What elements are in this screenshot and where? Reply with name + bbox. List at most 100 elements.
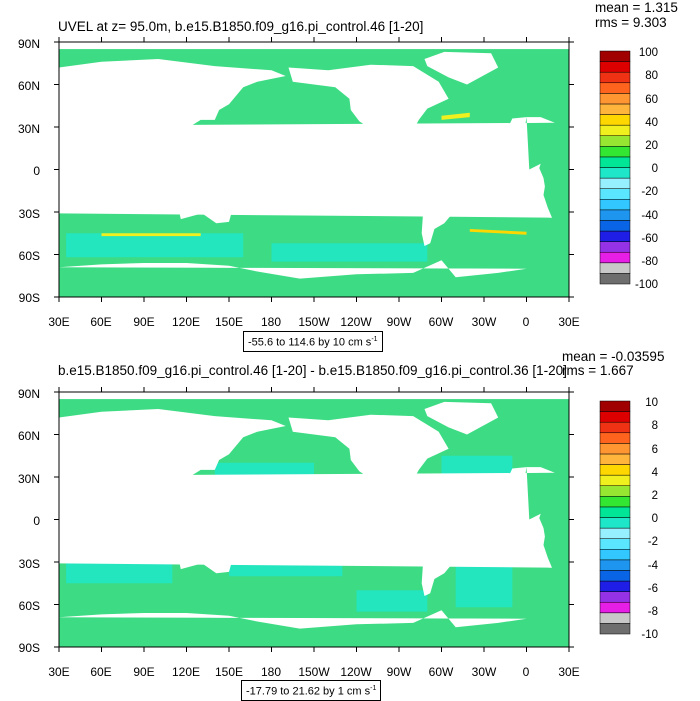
lon-label: 60E [90,315,112,329]
continent-australia [178,185,234,224]
lat-label: 60S [18,599,40,613]
panel-title: UVEL at z= 95.0m, b.e15.B1850.f09_g16.pi… [58,19,424,34]
colorbar-swatch [599,559,631,571]
current-region [356,590,428,612]
colorbar-swatch [599,50,631,62]
colorbar-label: -20 [641,186,658,198]
colorbar-label: 60 [645,94,658,106]
panel-title: b.e15.B1850.f09_g16.pi_control.46 [1-20]… [58,363,567,378]
panel-bottom: b.e15.B1850.f09_g16.pi_control.46 [1-20]… [0,350,700,701]
colorbar-label: -8 [647,606,658,618]
colorbar-label: -80 [641,256,658,268]
colorbar-swatch [599,464,631,476]
colorbar-swatch [599,167,631,179]
lon-label: 60W [428,315,454,329]
lon-label: 30W [471,665,497,679]
range-text: -17.79 to 21.62 by 1 cm s [246,685,371,698]
lat-label: 30S [18,557,40,571]
lat-label: 60S [18,249,40,263]
colorbar-label: 0 [651,513,658,525]
lon-label: 150W [298,315,330,329]
colorbar-swatch [599,177,631,189]
lon-label: 90E [133,315,155,329]
range-text: -55.6 to 114.6 by 10 cm s [248,336,372,349]
continent-madagascar [77,539,88,555]
colorbar-swatch [599,411,631,423]
lon-label: 90E [133,665,155,679]
panel-top: UVEL at z= 95.0m, b.e15.B1850.f09_g16.pi… [0,0,700,352]
colorbar-swatch [599,135,631,147]
current-streak [469,229,527,235]
lon-label: 60E [90,665,112,679]
contour-range-box: -17.79 to 21.62 by 1 cm s-1 [241,680,382,701]
lon-label: 180 [260,315,282,329]
colorbar-swatch [599,443,631,455]
range-unit-exponent: -1 [370,685,377,692]
colorbar-swatch [599,93,631,105]
contour-range-box: -55.6 to 114.6 by 10 cm s-1 [243,331,383,352]
colorbar-swatch [599,114,631,126]
lon-label: 60W [428,665,454,679]
colorbar-swatch [599,549,631,561]
lat-label: 60N [17,429,40,443]
colorbar-swatch [599,432,631,444]
colorbar-swatch [599,230,631,242]
colorbar-label: -100 [634,279,658,291]
colorbar-swatch [599,485,631,497]
lon-label: 30E [48,665,70,679]
lon-label: 30W [471,315,497,329]
lat-label: 30N [17,472,40,486]
colorbar-swatch [599,146,631,158]
lon-label: 120W [340,315,372,329]
lon-label: 180 [260,665,282,679]
lat-label: 0 [33,164,40,178]
rms-stat: rms = 9.303 [595,15,667,30]
lon-label: 150W [298,665,330,679]
colorbar-swatch [599,612,631,624]
colorbar-swatch [599,199,631,211]
continent-north-america [288,414,449,509]
lon-label: 90W [386,315,412,329]
continent-new-guinea [202,520,229,534]
colorbar-swatch [599,623,631,635]
colorbar-label: -40 [641,210,658,222]
current-region [66,233,244,258]
colorbar-label: 80 [645,70,658,82]
colorbar-swatch [599,251,631,264]
lat-label: 30S [18,207,40,221]
colorbar-swatch [599,273,631,285]
lat-label: 90N [17,387,40,401]
colorbar-label: -60 [641,233,658,245]
colorbar-swatch [599,527,631,539]
continent-greenland [424,51,499,85]
lon-label: 30E [48,315,70,329]
lat-label: 90N [17,37,40,51]
continent-madagascar [77,189,88,205]
continent-borneo-sumatra [151,159,186,181]
lon-label: 0 [522,315,530,329]
lat-label: 90S [18,641,40,655]
colorbar-label: -10 [641,629,658,641]
colorbar-swatch [599,241,631,253]
rms-stat: rms = 1.667 [562,363,634,378]
colorbar-label: -6 [647,583,658,595]
range-unit-exponent: -1 [371,336,378,343]
colorbar-label: -4 [647,560,658,572]
lon-label: 120E [171,665,201,679]
colorbar-label: 8 [651,420,658,432]
map-top [54,37,631,302]
colorbar-label: 40 [645,117,658,129]
continent-greenland [424,401,499,435]
lon-label: 90W [386,665,412,679]
colorbar-label: 10 [645,397,658,409]
colorbar-swatch [599,506,631,518]
arctic-mask [59,42,569,50]
lat-label: 30N [17,122,40,136]
colorbar-label: -2 [647,536,658,548]
lat-label: 90S [18,291,40,305]
colorbar-swatch [599,61,631,73]
continent-australia [178,535,234,574]
current-region [455,562,513,608]
current-streak [101,233,201,237]
colorbar-swatch [599,570,631,582]
